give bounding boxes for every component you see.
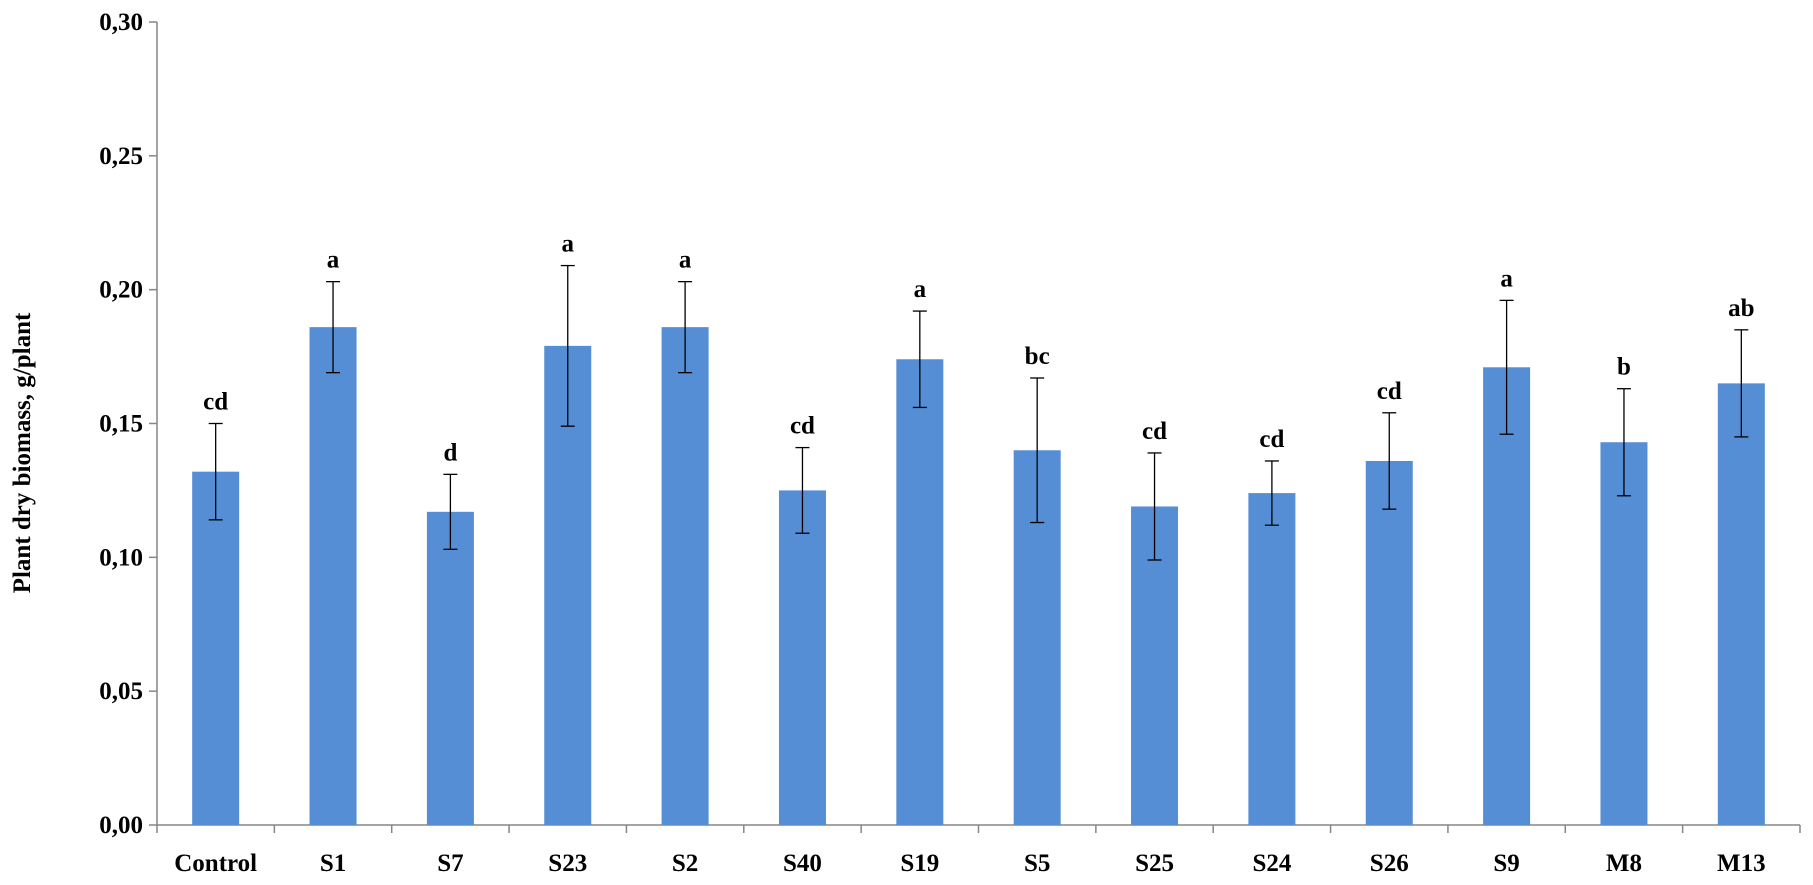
significance-letter: cd xyxy=(203,389,228,416)
x-tick-label: S40 xyxy=(783,850,822,877)
significance-letter: a xyxy=(327,247,340,274)
bar-s1 xyxy=(309,327,357,825)
x-tick-label: S25 xyxy=(1135,850,1174,877)
significance-letter: cd xyxy=(790,413,815,440)
significance-letter: cd xyxy=(1377,378,1402,405)
significance-letter: cd xyxy=(1259,426,1284,453)
x-tick-label: S24 xyxy=(1252,850,1291,877)
significance-letter: d xyxy=(443,439,457,466)
bar-s26 xyxy=(1365,460,1413,825)
significance-letter: a xyxy=(562,231,575,258)
x-tick-label: Control xyxy=(174,850,257,877)
y-tick-label: 0,25 xyxy=(99,143,143,170)
bar-s24 xyxy=(1248,493,1296,825)
bar-s40 xyxy=(778,490,826,825)
x-tick-label: S2 xyxy=(672,850,698,877)
significance-letter: a xyxy=(914,276,927,303)
bar-s7 xyxy=(426,511,474,825)
y-tick-label: 0,05 xyxy=(99,678,143,705)
x-tick-label: S23 xyxy=(548,850,587,877)
x-tick-label: S26 xyxy=(1370,850,1409,877)
bar-s19 xyxy=(896,359,944,825)
significance-letter: a xyxy=(1500,265,1513,292)
y-tick-label: 0,30 xyxy=(99,9,143,36)
y-tick-label: 0,15 xyxy=(99,411,143,438)
y-tick-label: 0,20 xyxy=(99,277,143,304)
bar-s9 xyxy=(1483,367,1531,825)
bar-m13 xyxy=(1717,383,1765,825)
bar-m8 xyxy=(1600,442,1648,825)
bar-s2 xyxy=(661,327,709,825)
significance-letter: ab xyxy=(1728,295,1754,322)
x-tick-label: S5 xyxy=(1024,850,1050,877)
x-tick-label: M13 xyxy=(1717,850,1766,877)
significance-letter: b xyxy=(1617,354,1631,381)
y-tick-label: 0,00 xyxy=(99,812,143,839)
significance-letter: a xyxy=(679,247,692,274)
y-axis-title: Plant dry biomass, g/plant xyxy=(9,312,36,593)
significance-letter: bc xyxy=(1025,343,1050,370)
x-tick-label: S1 xyxy=(320,850,346,877)
significance-letter: cd xyxy=(1142,418,1167,445)
x-tick-label: M8 xyxy=(1606,850,1642,877)
x-tick-label: S7 xyxy=(437,850,463,877)
y-tick-label: 0,10 xyxy=(99,544,143,571)
x-tick-label: S19 xyxy=(900,850,939,877)
bar-control xyxy=(192,471,240,825)
x-tick-label: S9 xyxy=(1493,850,1519,877)
